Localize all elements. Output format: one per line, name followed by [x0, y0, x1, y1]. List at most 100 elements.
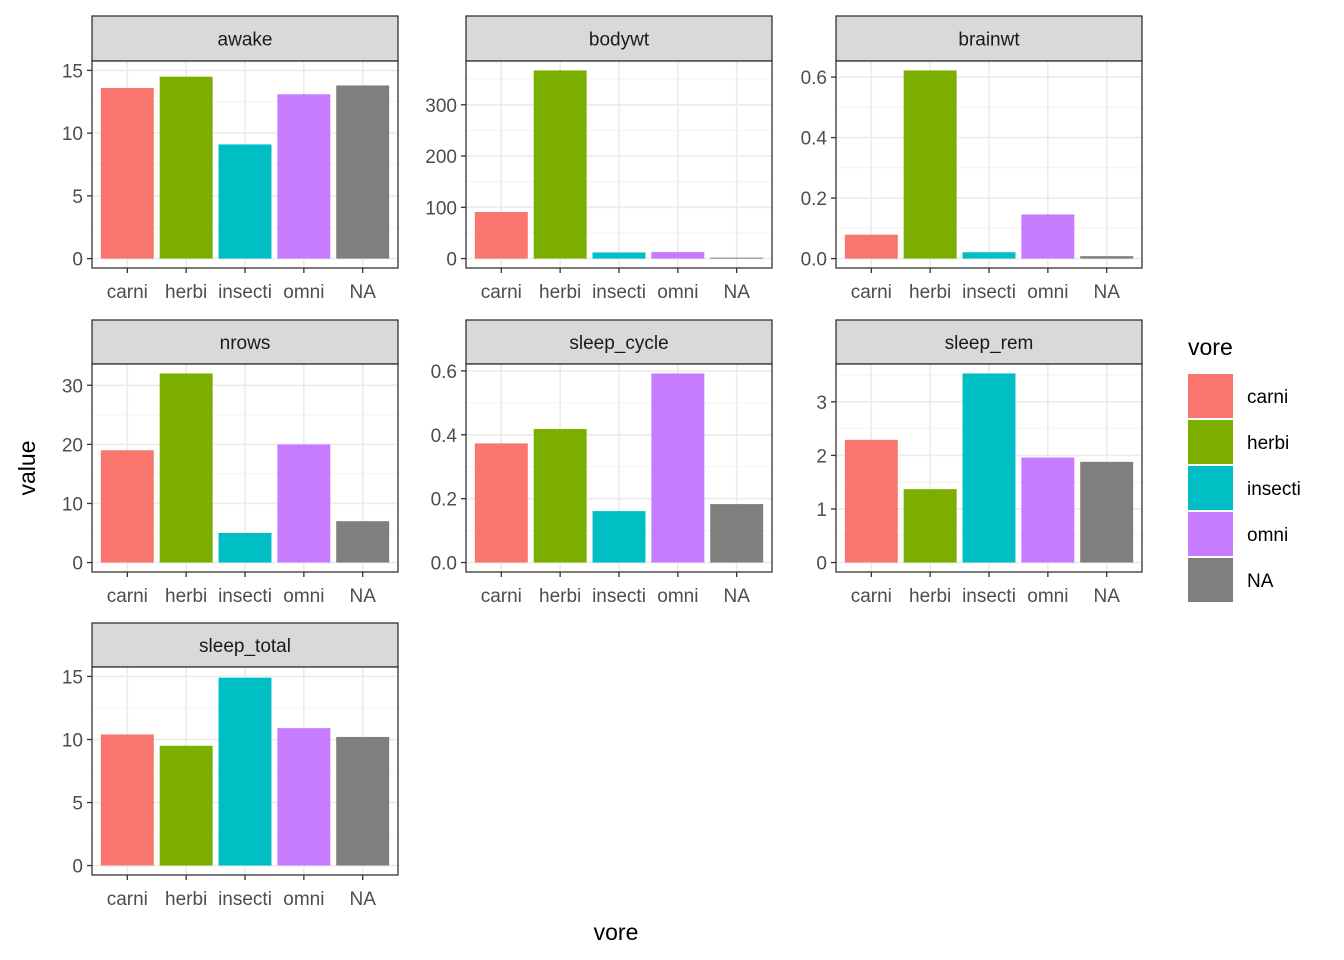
x-tick-label: omni	[283, 282, 324, 303]
y-tick-label: 15	[62, 61, 83, 82]
x-tick-label: omni	[1027, 282, 1068, 303]
facet-sleep-rem: sleep_rem 0 1 2 3 carni herbi insecti omni NA	[816, 319, 1143, 607]
y-tick-label: 100	[425, 198, 457, 219]
facet-strip-sleep-cycle	[465, 319, 773, 365]
bar-nrows-insecti	[218, 533, 272, 563]
bar-sleep-rem-na	[1080, 461, 1134, 563]
facet-sleep-cycle: sleep_cycle 0.0 0.2 0.4 0.6 carni herbi insecti…	[431, 319, 773, 607]
y-tick-label: 0.0	[801, 250, 827, 271]
bar-nrows-na	[336, 521, 390, 563]
bar-sleep-total-insecti	[218, 677, 272, 866]
x-tick-label: carni	[481, 586, 522, 607]
facet-strip-bodywt	[465, 15, 773, 62]
bar-sleep-cycle-insecti	[592, 511, 646, 563]
bar-sleep-total-herbi	[159, 745, 213, 866]
facet-strip-label-nrows: nrows	[220, 333, 271, 354]
y-tick-label: 0	[446, 250, 457, 271]
y-tick-label: 20	[62, 435, 83, 456]
legend-key-herbi	[1188, 420, 1233, 464]
x-tick-label: insecti	[218, 282, 272, 303]
x-tick-label: NA	[723, 586, 750, 607]
legend: vore carni herbi insecti omni NA	[1188, 334, 1301, 602]
bar-bodywt-omni	[651, 252, 705, 259]
facet-awake: awake 0 5 10 15 carni herbi insecti omni NA	[62, 15, 399, 303]
x-tick-label: insecti	[592, 586, 646, 607]
x-tick-label: herbi	[165, 889, 207, 910]
y-tick-label: 10	[62, 124, 83, 145]
facet-strip-brainwt	[835, 15, 1143, 62]
y-tick-label: 0	[72, 250, 83, 271]
x-tick-label: carni	[481, 282, 522, 303]
facet-strip-label-brainwt: brainwt	[958, 30, 1020, 51]
bar-sleep-total-carni	[100, 734, 154, 866]
facet-strip-label-sleep-total: sleep_total	[199, 636, 291, 657]
y-tick-label: 10	[62, 494, 83, 515]
legend-key-carni	[1188, 374, 1233, 418]
facet-strip-awake	[91, 15, 399, 62]
bar-brainwt-omni	[1021, 214, 1075, 259]
facet-strip-nrows	[91, 319, 399, 365]
bar-sleep-cycle-na	[710, 504, 764, 563]
x-tick-label: herbi	[165, 586, 207, 607]
x-tick-label: carni	[107, 889, 148, 910]
facet-strip-label-bodywt: bodywt	[589, 30, 650, 51]
x-tick-label: omni	[283, 889, 324, 910]
x-tick-label: insecti	[218, 889, 272, 910]
legend-key-insecti	[1188, 466, 1233, 510]
x-tick-label: carni	[107, 282, 148, 303]
y-tick-label: 0.6	[431, 362, 457, 383]
x-tick-label: herbi	[165, 282, 207, 303]
bar-bodywt-na	[710, 257, 764, 259]
y-tick-label: 0.2	[801, 189, 827, 210]
bar-awake-omni	[277, 94, 331, 259]
bar-awake-na	[336, 85, 390, 259]
legend-label-na: NA	[1247, 571, 1274, 592]
y-tick-label: 0.4	[431, 426, 458, 447]
x-tick-label: herbi	[909, 282, 951, 303]
x-axis-title: vore	[594, 919, 639, 945]
x-tick-label: herbi	[909, 586, 951, 607]
x-tick-label: omni	[283, 586, 324, 607]
x-tick-label: omni	[1027, 586, 1068, 607]
x-tick-label: NA	[1093, 282, 1120, 303]
bar-brainwt-na	[1080, 256, 1134, 259]
x-tick-label: NA	[1093, 586, 1120, 607]
facet-strip-label-sleep-rem: sleep_rem	[945, 333, 1034, 354]
facet-strip-label-awake: awake	[218, 30, 273, 51]
y-tick-label: 0	[72, 554, 83, 575]
x-tick-label: carni	[107, 586, 148, 607]
y-tick-label: 2	[816, 446, 827, 467]
x-tick-label: insecti	[962, 282, 1016, 303]
bar-brainwt-herbi	[903, 70, 957, 259]
legend-label-insecti: insecti	[1247, 479, 1301, 500]
bar-sleep-rem-carni	[844, 439, 898, 563]
y-tick-label: 200	[425, 147, 457, 168]
bar-sleep-rem-insecti	[962, 373, 1016, 563]
bar-brainwt-carni	[844, 234, 898, 259]
y-tick-label: 3	[816, 393, 827, 414]
x-tick-label: herbi	[539, 586, 581, 607]
x-tick-label: omni	[657, 586, 698, 607]
bar-sleep-cycle-carni	[474, 443, 528, 563]
y-tick-label: 1	[816, 500, 827, 521]
x-tick-label: insecti	[218, 586, 272, 607]
bar-sleep-cycle-herbi	[533, 429, 587, 563]
x-tick-label: omni	[657, 282, 698, 303]
bar-sleep-total-omni	[277, 728, 331, 866]
y-tick-label: 0.4	[801, 129, 828, 150]
x-tick-label: insecti	[962, 586, 1016, 607]
x-tick-label: NA	[723, 282, 750, 303]
bar-bodywt-herbi	[533, 70, 587, 259]
facet-bodywt: bodywt 0 100 200 300 carni herbi insecti omni NA	[425, 15, 773, 303]
facet-sleep-total: sleep_total 0 5 10 15 carni herbi insecti omni NA	[62, 622, 399, 910]
bar-awake-carni	[100, 87, 154, 259]
y-tick-label: 0.2	[431, 490, 457, 511]
bar-sleep-rem-omni	[1021, 457, 1075, 563]
bar-sleep-rem-herbi	[903, 489, 957, 563]
facet-nrows: nrows 0 10 20 30 carni herbi insecti omni NA	[62, 319, 399, 607]
bar-bodywt-insecti	[592, 252, 646, 259]
bar-awake-insecti	[218, 144, 272, 259]
legend-key-omni	[1188, 512, 1233, 556]
